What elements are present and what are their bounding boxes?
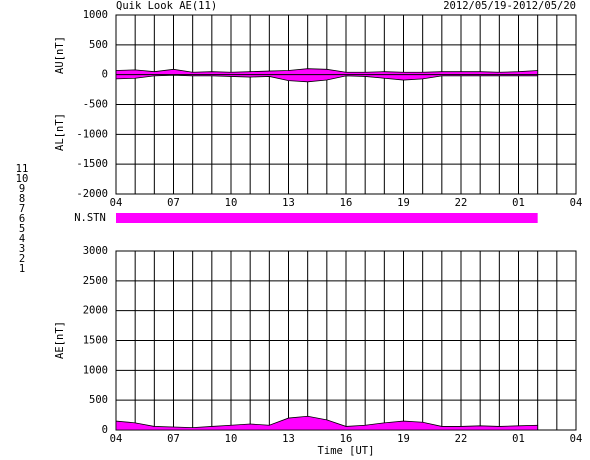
station-count: 3 xyxy=(19,243,25,255)
station-count: 7 xyxy=(19,203,25,215)
y-tick-label: 0 xyxy=(102,424,108,436)
x-tick-label: 04 xyxy=(570,197,583,209)
station-count: 4 xyxy=(19,233,25,245)
y-tick-label: -1500 xyxy=(76,158,108,170)
station-bar-label: N.STN xyxy=(74,212,106,224)
station-count: 5 xyxy=(19,223,25,235)
station-count: 11 xyxy=(16,163,29,175)
station-bar xyxy=(116,213,538,223)
y-tick-label: 500 xyxy=(89,394,108,406)
x-tick-label: 13 xyxy=(282,197,295,209)
y-tick-label: 1000 xyxy=(83,364,108,376)
x-tick-label: 04 xyxy=(110,197,123,209)
y-tick-label: 2500 xyxy=(83,275,108,287)
x-tick-label: 16 xyxy=(340,197,353,209)
y-tick-label: 500 xyxy=(89,39,108,51)
x-axis-label: Time [UT] xyxy=(318,445,375,457)
chart-title: Quik Look AE(11) xyxy=(116,0,217,12)
y-tick-label: -2000 xyxy=(76,188,108,200)
station-count: 10 xyxy=(16,173,29,185)
x-tick-label: 10 xyxy=(225,433,238,445)
station-count: 6 xyxy=(19,213,25,225)
y-tick-label: -500 xyxy=(83,99,108,111)
area xyxy=(115,415,539,431)
x-tick-label: 16 xyxy=(340,433,353,445)
x-tick-label: 01 xyxy=(512,197,525,209)
x-tick-label: 07 xyxy=(167,433,180,445)
date-range: 2012/05/19-2012/05/20 xyxy=(443,0,576,12)
x-tick-label: 07 xyxy=(167,197,180,209)
area xyxy=(115,68,539,76)
y-tick-label: 3000 xyxy=(83,245,108,257)
x-tick-label: 22 xyxy=(455,197,468,209)
y-tick-label: 2000 xyxy=(83,305,108,317)
y-tick-label: 1000 xyxy=(83,9,108,21)
x-tick-label: 19 xyxy=(397,433,410,445)
x-tick-label: 13 xyxy=(282,433,295,445)
x-tick-label: 10 xyxy=(225,197,238,209)
plot-frame xyxy=(115,14,577,195)
station-count: 2 xyxy=(19,253,25,265)
station-count: 1 xyxy=(19,263,25,275)
y-tick-label: -1000 xyxy=(76,128,108,140)
y-tick-label: 1500 xyxy=(83,335,108,347)
x-tick-label: 01 xyxy=(512,433,525,445)
y-axis-label: AU[nT] xyxy=(54,36,66,74)
station-count: 9 xyxy=(19,183,25,195)
y-axis-label: AL[nT] xyxy=(54,113,66,151)
x-tick-label: 04 xyxy=(570,433,583,445)
x-tick-label: 04 xyxy=(110,433,123,445)
station-count: 8 xyxy=(19,193,25,205)
area xyxy=(115,74,539,83)
y-tick-label: 0 xyxy=(102,69,108,81)
x-tick-label: 22 xyxy=(455,433,468,445)
x-tick-label: 19 xyxy=(397,197,410,209)
y-axis-label: AE[nT] xyxy=(54,321,66,359)
